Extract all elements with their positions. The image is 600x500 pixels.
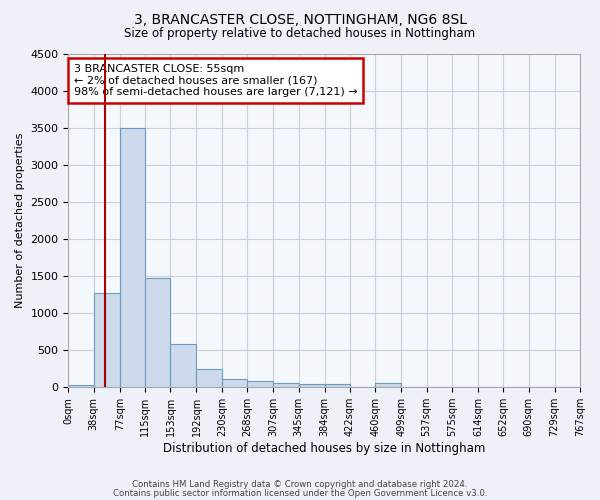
Bar — [120, 128, 145, 387]
X-axis label: Distribution of detached houses by size in Nottingham: Distribution of detached houses by size … — [163, 442, 485, 455]
Text: Size of property relative to detached houses in Nottingham: Size of property relative to detached ho… — [124, 28, 476, 40]
Bar — [273, 383, 299, 387]
Bar — [299, 384, 325, 387]
Text: 3, BRANCASTER CLOSE, NOTTINGHAM, NG6 8SL: 3, BRANCASTER CLOSE, NOTTINGHAM, NG6 8SL — [133, 12, 467, 26]
Y-axis label: Number of detached properties: Number of detached properties — [15, 133, 25, 308]
Bar — [325, 384, 350, 387]
Bar — [170, 344, 196, 387]
Bar — [145, 278, 170, 387]
Bar — [247, 382, 273, 387]
Bar — [68, 385, 94, 387]
Text: 3 BRANCASTER CLOSE: 55sqm
← 2% of detached houses are smaller (167)
98% of semi-: 3 BRANCASTER CLOSE: 55sqm ← 2% of detach… — [74, 64, 357, 97]
Bar — [222, 379, 247, 387]
Text: Contains public sector information licensed under the Open Government Licence v3: Contains public sector information licen… — [113, 488, 487, 498]
Bar — [94, 293, 120, 387]
Bar — [196, 370, 222, 387]
Bar — [375, 383, 401, 387]
Text: Contains HM Land Registry data © Crown copyright and database right 2024.: Contains HM Land Registry data © Crown c… — [132, 480, 468, 489]
